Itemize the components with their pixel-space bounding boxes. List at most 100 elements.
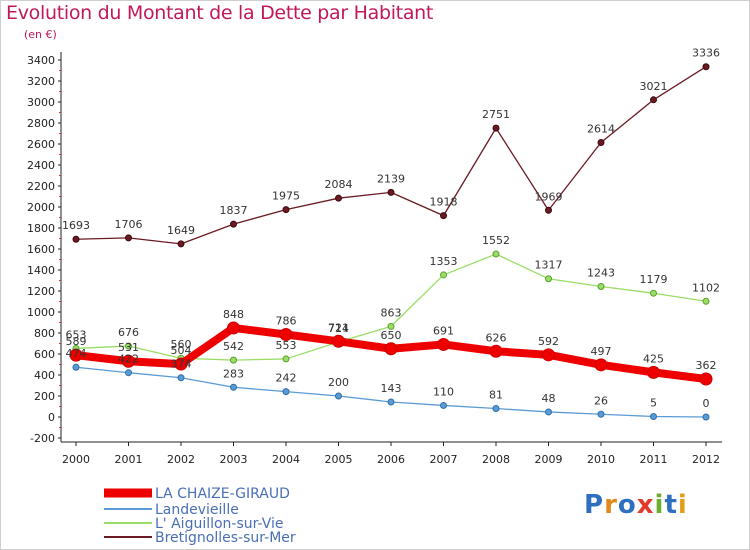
data-label: 1918 — [430, 196, 458, 209]
logo-letter: r — [604, 490, 618, 520]
data-point — [387, 188, 395, 196]
data-point — [702, 63, 710, 71]
data-label: 1969 — [535, 190, 563, 203]
x-tick-label: 2003 — [220, 453, 248, 466]
data-point — [650, 96, 657, 104]
data-label: 786 — [276, 314, 297, 327]
data-point — [72, 363, 80, 371]
legend-label: LA CHAIZE-GIRAUD — [155, 486, 290, 502]
data-label: 1353 — [430, 255, 458, 268]
data-label: 143 — [381, 382, 402, 395]
data-label: 362 — [696, 359, 717, 372]
data-label: 1317 — [535, 259, 563, 272]
data-point — [332, 334, 345, 348]
data-label: 2614 — [587, 123, 615, 136]
data-point — [122, 354, 135, 368]
data-point — [489, 344, 503, 358]
y-tick-label: 2000 — [27, 201, 55, 214]
y-tick-label: 1800 — [27, 222, 55, 235]
y-tick-label: 2400 — [27, 159, 55, 172]
data-label: 283 — [223, 367, 244, 380]
y-tick-label: 2800 — [27, 117, 55, 130]
data-label: 1243 — [587, 266, 615, 279]
data-point — [702, 297, 710, 305]
data-label: 81 — [489, 388, 503, 401]
data-point — [492, 404, 500, 412]
y-tick-label: 1000 — [27, 306, 55, 319]
data-label: 676 — [118, 326, 139, 339]
data-point — [650, 289, 657, 297]
data-label: 200 — [328, 376, 349, 389]
data-label: 5 — [650, 396, 657, 409]
data-point — [492, 250, 500, 258]
data-point — [597, 139, 605, 147]
chart-unit: (en €) — [24, 28, 57, 41]
logo-letter: t — [664, 490, 678, 520]
data-label: 721 — [328, 321, 349, 334]
data-label: 2139 — [377, 172, 405, 185]
data-point — [335, 392, 342, 400]
data-label: 110 — [433, 385, 454, 398]
data-label: 531 — [118, 341, 139, 354]
legend-label: Bretignolles-sur-Mer — [155, 530, 296, 546]
data-point — [282, 388, 290, 396]
y-tick-label: 3000 — [27, 96, 55, 109]
data-point — [125, 342, 132, 350]
data-point — [125, 234, 132, 242]
data-label: 26 — [594, 394, 608, 407]
data-point — [647, 365, 660, 379]
data-point — [440, 212, 447, 220]
logo-letter: i — [654, 490, 665, 520]
data-label: 474 — [66, 347, 87, 360]
data-label: 1693 — [62, 219, 90, 232]
logo-letter: x — [636, 490, 655, 520]
data-label: 653 — [66, 328, 87, 341]
data-label: 425 — [643, 352, 664, 365]
data-label: 650 — [381, 329, 402, 342]
chart-title: Evolution du Montant de la Dette par Hab… — [6, 2, 434, 24]
x-tick-label: 2012 — [692, 453, 720, 466]
x-tick-label: 2002 — [167, 453, 195, 466]
data-label: 2751 — [482, 108, 510, 121]
proxiti-logo: Proxiti — [584, 490, 688, 520]
y-tick-label: 600 — [34, 348, 55, 361]
x-tick-label: 2000 — [62, 453, 90, 466]
logo-letter: i — [677, 490, 688, 520]
data-point — [545, 408, 552, 416]
data-point — [387, 322, 395, 330]
data-point — [72, 235, 80, 243]
y-tick-label: 2600 — [27, 138, 55, 151]
data-point — [69, 348, 83, 362]
data-point — [230, 383, 237, 391]
legend-label: Landevieille — [155, 502, 239, 518]
legend-label: L' Aiguillon-sur-Vie — [155, 516, 284, 532]
data-point — [335, 194, 342, 202]
data-point — [125, 369, 132, 377]
data-label: 589 — [66, 335, 87, 348]
y-tick-label: 1600 — [27, 243, 55, 256]
x-tick-label: 2001 — [115, 453, 143, 466]
data-label: 242 — [276, 372, 297, 385]
x-tick-label: 2008 — [482, 453, 510, 466]
x-tick-label: 2006 — [377, 453, 405, 466]
y-tick-label: 1400 — [27, 264, 55, 277]
data-label: 3021 — [640, 80, 668, 93]
data-point — [699, 372, 713, 386]
data-point — [594, 358, 608, 372]
data-point — [384, 342, 398, 356]
logo-letter: o — [617, 490, 637, 520]
data-point — [230, 356, 237, 364]
data-point — [387, 398, 395, 406]
data-point — [597, 410, 605, 418]
y-tick-label: 1200 — [27, 285, 55, 298]
logo-letter: P — [584, 490, 605, 520]
data-label: 1179 — [640, 273, 668, 286]
x-tick-label: 2004 — [272, 453, 300, 466]
data-point — [282, 206, 290, 214]
data-point — [492, 124, 500, 132]
data-label: 497 — [591, 345, 612, 358]
data-point — [437, 337, 450, 351]
data-label: 1649 — [167, 224, 195, 237]
